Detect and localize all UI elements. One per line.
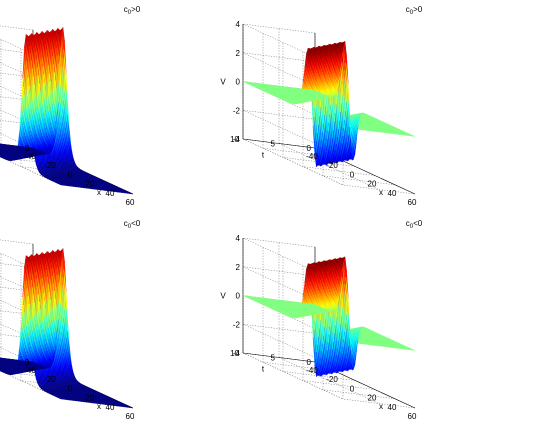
t-tick-label: 5	[271, 140, 276, 149]
z-tick-label: 0	[236, 78, 241, 87]
t-tick-label: 0	[25, 144, 30, 153]
x-tick-label: 60	[126, 412, 135, 421]
z-tick-label: -4	[233, 349, 241, 358]
surface	[0, 27, 133, 194]
surface	[0, 248, 133, 408]
z-axis-label: V	[220, 78, 226, 87]
x-tick-label: -20	[326, 375, 338, 384]
z-axis-label: V	[220, 292, 226, 301]
x-tick-label: 0	[350, 384, 355, 393]
z-tick-label: 0	[236, 292, 241, 301]
x-tick-label: 0	[68, 170, 73, 179]
x-tick-label: 20	[368, 394, 377, 403]
x-tick-label: -40	[24, 366, 36, 375]
surface	[243, 41, 415, 167]
x-tick-label: 40	[106, 403, 115, 412]
t-tick-label: 5	[271, 354, 276, 363]
z-tick-label: -2	[233, 320, 241, 329]
chart-title: c0>0	[124, 5, 141, 16]
panel-3: -40-200204060051000.10.20.30.40.5xtUc0<0	[0, 219, 141, 421]
z-tick-label: -4	[233, 135, 241, 144]
x-tick-label: 60	[408, 412, 417, 421]
chart-title: c0<0	[406, 219, 423, 230]
x-tick-label: -20	[326, 161, 338, 170]
x-tick-label: -40	[306, 152, 318, 161]
t-axis-label: t	[262, 151, 265, 160]
z-tick-label: 2	[236, 263, 241, 272]
t-tick-label: 0	[25, 358, 30, 367]
chart-title: c0>0	[406, 5, 423, 16]
x-tick-label: 40	[106, 189, 115, 198]
x-tick-label: 20	[368, 180, 377, 189]
x-tick-label: 0	[350, 170, 355, 179]
x-tick-label: 0	[68, 384, 73, 393]
x-tick-label: -40	[24, 152, 36, 161]
z-tick-label: -2	[233, 106, 241, 115]
surface	[243, 257, 415, 377]
x-tick-label: -40	[306, 366, 318, 375]
z-tick-label: 2	[236, 49, 241, 58]
z-tick-label: 4	[236, 20, 241, 29]
x-tick-label: 40	[388, 403, 397, 412]
x-axis-label: x	[97, 402, 101, 411]
t-tick-label: 0	[307, 358, 312, 367]
x-tick-label: -20	[44, 161, 56, 170]
chart-title: c0<0	[124, 219, 141, 230]
x-tick-label: 60	[408, 198, 417, 207]
t-axis-label: t	[262, 365, 265, 374]
t-tick-label: 0	[307, 144, 312, 153]
panel-1: -40-200204060051000.10.20.30.40.5xtUc0>0	[0, 5, 141, 207]
x-tick-label: 40	[388, 189, 397, 198]
x-axis-label: x	[97, 188, 101, 197]
x-tick-label: -20	[44, 375, 56, 384]
x-tick-label: 20	[86, 394, 95, 403]
x-tick-label: 60	[126, 198, 135, 207]
z-tick-label: 4	[236, 234, 241, 243]
x-axis-label: x	[379, 188, 383, 197]
x-axis-label: x	[379, 402, 383, 411]
x-tick-label: 20	[86, 180, 95, 189]
